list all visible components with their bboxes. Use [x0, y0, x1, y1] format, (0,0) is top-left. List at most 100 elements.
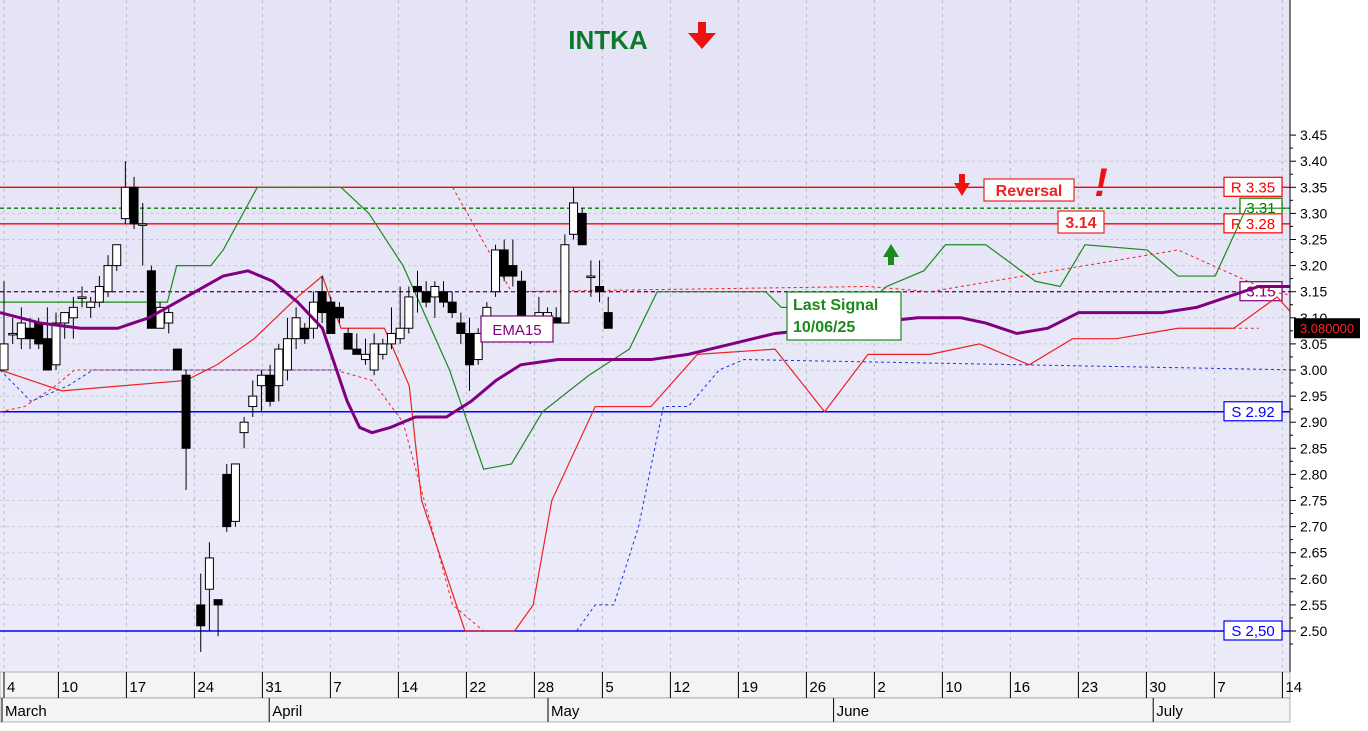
- candle-body: [352, 348, 362, 355]
- reversal-box: [983, 178, 1075, 202]
- candle: [120, 161, 130, 224]
- candle-body: [138, 223, 148, 226]
- candle: [112, 244, 122, 271]
- candle-body: [369, 343, 379, 371]
- candle-body: [256, 374, 266, 387]
- y-tick-label: 2.85: [1300, 440, 1327, 456]
- candle: [395, 286, 405, 344]
- candle: [499, 239, 509, 282]
- x-month-label: April: [272, 703, 302, 720]
- reversal-label: Reversal: [996, 183, 1063, 200]
- candle-body: [404, 296, 414, 329]
- candle: [16, 307, 26, 350]
- y-tick-label: 2.75: [1300, 493, 1327, 509]
- candle-body: [343, 332, 353, 350]
- y-tick-label: 3.45: [1300, 127, 1327, 143]
- level-label: R 3.28: [1231, 216, 1275, 233]
- candle: [343, 328, 353, 350]
- candle: [352, 333, 362, 355]
- candle-body: [222, 473, 232, 528]
- level-label: S 2.92: [1231, 404, 1274, 421]
- y-tick-label: 2.90: [1300, 414, 1327, 430]
- candle-body: [68, 306, 78, 319]
- candle: [172, 348, 182, 371]
- candle-body: [120, 186, 130, 220]
- candle: [369, 333, 379, 376]
- x-day-label: 31: [265, 679, 282, 696]
- candle-body: [239, 421, 249, 434]
- candle: [326, 296, 336, 334]
- x-axis: 4 10 17 24 31 7 14 22 28 5 12 19 26 2 10 16 23 30 7 14 March…: [1, 672, 1302, 722]
- candle-body: [491, 249, 501, 293]
- x-month-label: March: [5, 703, 47, 720]
- support-dashed-right: [576, 359, 1303, 632]
- indicator-bands: [0, 186, 1303, 632]
- candle-body: [8, 332, 18, 336]
- x-day-label: 16: [1013, 679, 1030, 696]
- candle-body: [430, 285, 440, 298]
- candle: [86, 296, 96, 318]
- candle-body: [196, 604, 206, 627]
- candle-body: [291, 317, 301, 340]
- level-label: R 3.35: [1231, 179, 1275, 196]
- y-tick-label: 2.95: [1300, 388, 1327, 404]
- level-label-box: [1223, 213, 1283, 234]
- candle-body: [274, 348, 284, 387]
- x-day-label: 5: [605, 679, 613, 696]
- last-signal-box: [786, 291, 902, 341]
- x-axis-day-row: [0, 671, 1291, 699]
- candle-body: [112, 244, 122, 267]
- candle: [569, 187, 579, 240]
- x-day-label: 23: [1081, 679, 1098, 696]
- lower-band-line: [0, 275, 1303, 632]
- candle: [196, 573, 206, 652]
- exclamation-mark: !: [1094, 161, 1107, 205]
- candle: [456, 312, 466, 344]
- candle: [0, 281, 9, 371]
- candle: [508, 239, 518, 287]
- candles-group: [0, 161, 613, 652]
- y-tick-label: 3.30: [1300, 205, 1327, 221]
- candle: [181, 370, 191, 491]
- candle: [577, 208, 587, 246]
- candle: [595, 260, 605, 303]
- candle-body: [412, 285, 422, 293]
- candle: [129, 176, 139, 230]
- level-label-box: [1223, 176, 1283, 197]
- candle: [465, 317, 475, 391]
- candle-body: [603, 312, 613, 329]
- candle: [386, 307, 396, 350]
- y-tick-label: 3.15: [1300, 284, 1327, 300]
- upper-band-line: [0, 186, 1302, 470]
- x-day-label: 22: [469, 679, 486, 696]
- y-tick-label: 3.20: [1300, 258, 1327, 274]
- candle: [213, 599, 223, 637]
- candle-body: [499, 249, 509, 277]
- candle-body: [86, 301, 96, 308]
- chart-title: INTKA: [568, 25, 648, 55]
- candle-body: [517, 280, 527, 319]
- candle: [77, 286, 87, 308]
- plot-background: [0, 0, 1290, 672]
- last-signal-date: 10/06/25: [793, 319, 855, 336]
- candle: [248, 380, 258, 417]
- candle: [256, 370, 266, 412]
- candle-body: [282, 338, 292, 371]
- candle-body: [465, 332, 475, 366]
- candle-body: [172, 348, 182, 371]
- level-label-box: [1223, 401, 1283, 422]
- last-price-label: 3.080000: [1300, 321, 1354, 336]
- candle: [8, 317, 18, 344]
- candle: [378, 338, 388, 360]
- candle: [103, 255, 113, 297]
- candle: [68, 296, 78, 339]
- candle: [430, 281, 440, 318]
- last-signal-label: Last Signal: [793, 297, 878, 314]
- candle-body: [155, 306, 165, 329]
- y-tick-label: 2.60: [1300, 571, 1327, 587]
- candle-body: [386, 332, 396, 345]
- x-day-label: 2: [877, 679, 885, 696]
- level-label: S 2,50: [1231, 623, 1274, 640]
- candle: [291, 307, 301, 350]
